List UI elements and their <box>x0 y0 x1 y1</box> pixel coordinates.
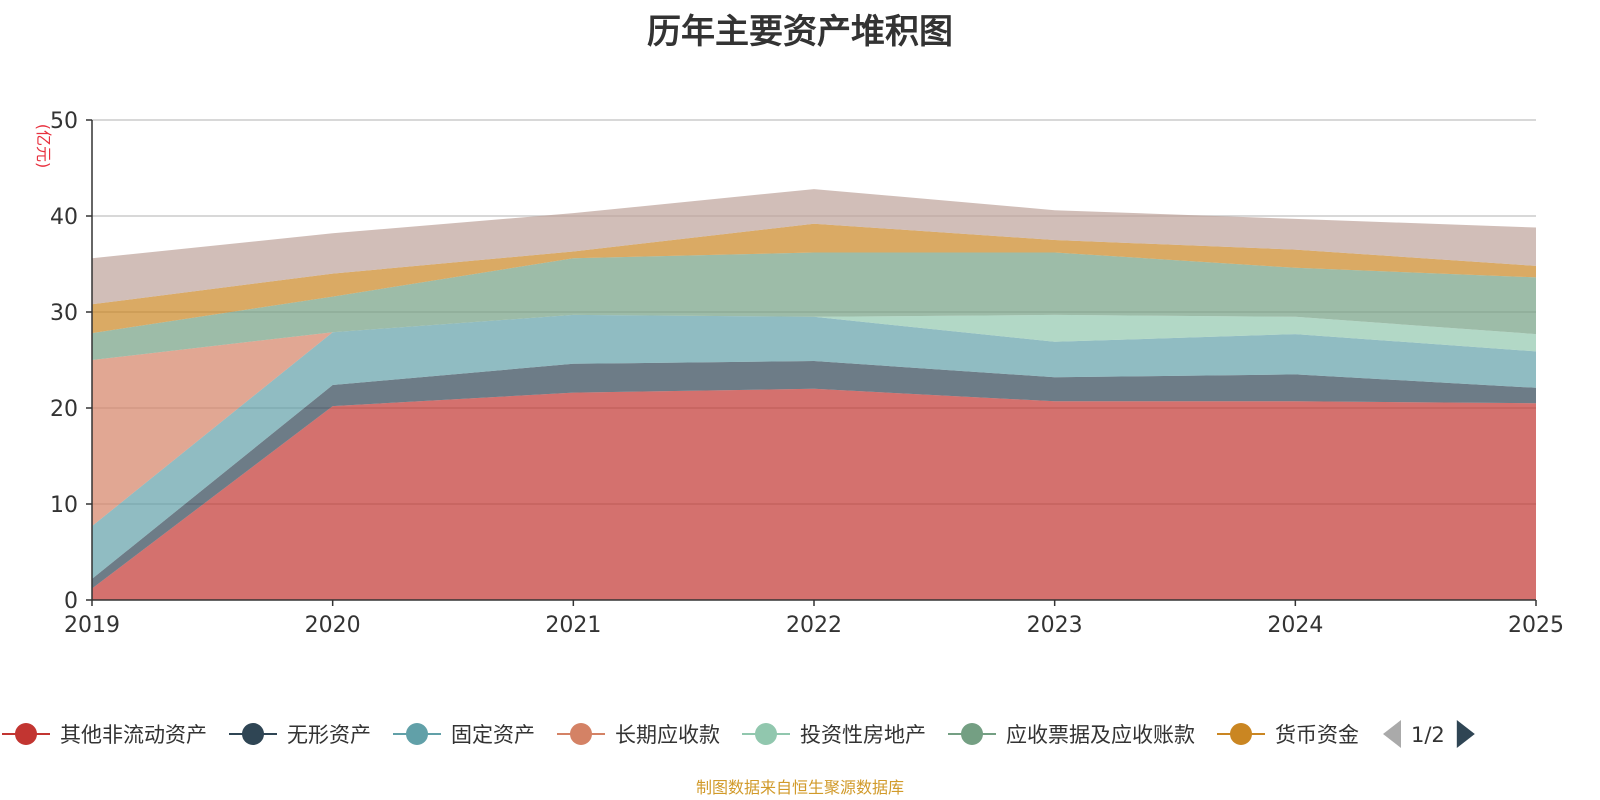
x-tick-label: 2024 <box>1267 613 1323 638</box>
legend-label: 应收票据及应收账款 <box>1006 723 1195 747</box>
y-axis-unit-label: (亿元) <box>34 124 53 169</box>
legend: 其他非流动资产 无形资产 固定资产 长期应收款 投资性房地产 应收票据及应收账款 货币资金 1… <box>2 720 1475 748</box>
legend-item[interactable]: 固定资产 <box>393 723 535 747</box>
legend-prev-icon[interactable] <box>1383 720 1401 748</box>
legend-next-icon[interactable] <box>1456 720 1475 748</box>
legend-marker-icon <box>1230 723 1252 745</box>
area-应收票据及应收账款[interactable] <box>92 252 1536 361</box>
y-tick-label: 30 <box>50 301 78 326</box>
area-series <box>92 189 1536 600</box>
area-固定资产[interactable] <box>92 314 1536 579</box>
legend-page-indicator: 1/2 <box>1411 723 1445 747</box>
legend-item[interactable]: 投资性房地产 <box>742 723 926 747</box>
legend-label: 固定资产 <box>451 723 535 747</box>
legend-item[interactable]: 其他非流动资产 <box>2 723 207 747</box>
y-tick-label: 20 <box>50 397 78 422</box>
legend-marker-icon <box>961 723 983 745</box>
x-tick-label: 2023 <box>1027 613 1083 638</box>
legend-label: 长期应收款 <box>615 723 720 747</box>
area-投资性房地产[interactable] <box>92 314 1536 360</box>
x-tick-label: 2020 <box>305 613 361 638</box>
chart-title: 历年主要资产堆积图 <box>647 12 953 52</box>
area-其他非流动资产[interactable] <box>92 388 1536 600</box>
area-无形资产[interactable] <box>92 361 1536 589</box>
legend-label: 货币资金 <box>1275 723 1359 747</box>
legend-marker-icon <box>755 723 777 745</box>
legend-label: 无形资产 <box>287 723 371 747</box>
area-货币资金[interactable] <box>92 223 1536 334</box>
y-tick-label: 50 <box>50 109 78 134</box>
legend-item[interactable]: 无形资产 <box>229 723 371 747</box>
legend-marker-icon <box>15 723 37 745</box>
x-tick-label: 2022 <box>786 613 842 638</box>
y-tick-label: 40 <box>50 205 78 230</box>
legend-marker-icon <box>570 723 592 745</box>
source-note: 制图数据来自恒生聚源数据库 <box>695 778 904 797</box>
x-tick-label: 2021 <box>545 613 601 638</box>
legend-item[interactable]: 应收票据及应收账款 <box>948 723 1195 747</box>
x-tick-label: 2019 <box>64 613 120 638</box>
legend-marker-icon <box>242 723 264 745</box>
y-tick-label: 0 <box>64 589 78 614</box>
legend-label: 投资性房地产 <box>800 723 926 747</box>
legend-label: 其他非流动资产 <box>60 723 207 747</box>
legend-item[interactable]: 货币资金 <box>1217 723 1359 747</box>
x-tick-label: 2025 <box>1508 613 1564 638</box>
legend-item[interactable]: 长期应收款 <box>557 723 720 747</box>
y-tick-label: 10 <box>50 493 78 518</box>
axes: 0 10 20 30 40 50 2019 2020 2021 2022 2023 2024 2025 (… <box>34 109 1564 638</box>
area-其他[interactable] <box>92 189 1536 305</box>
legend-marker-icon <box>406 723 428 745</box>
